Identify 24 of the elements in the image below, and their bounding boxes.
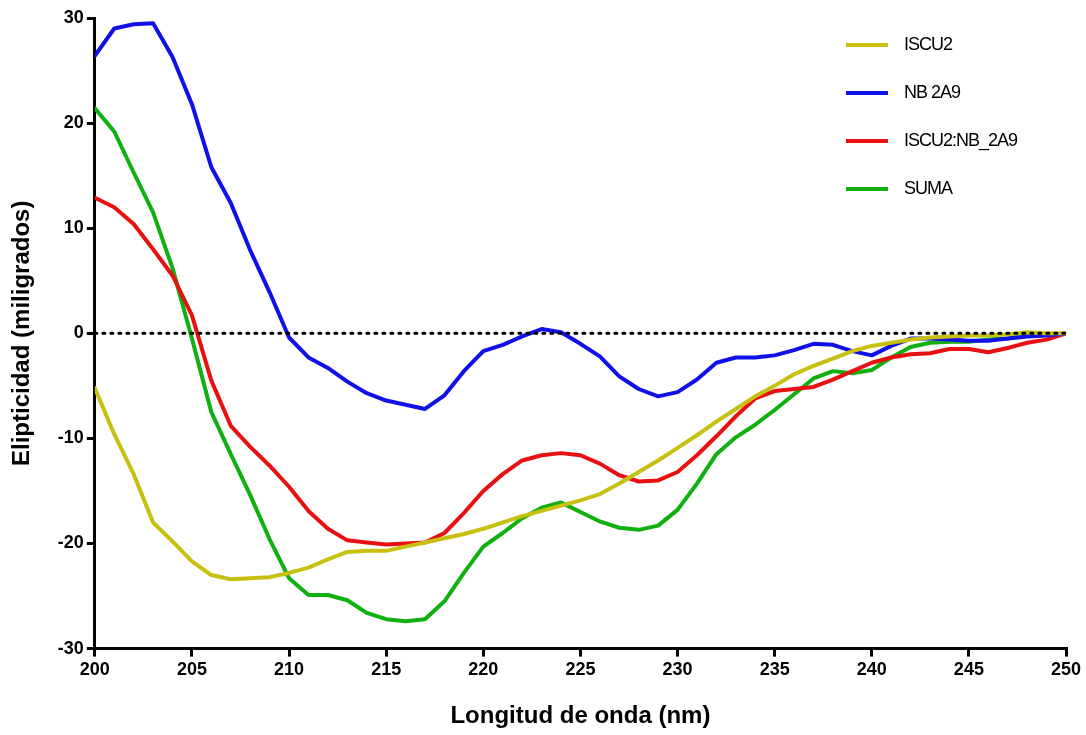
x-axis-title: Longitud de onda (nm) <box>450 701 711 729</box>
y-axis-title: Elipticidad (miligrados) <box>7 200 35 466</box>
y-tick-label: -20 <box>57 532 84 553</box>
x-tick-label: 205 <box>176 659 207 680</box>
y-tick-label: 30 <box>63 6 84 27</box>
x-tick-label: 235 <box>759 659 790 680</box>
y-tick-label: -30 <box>57 637 84 658</box>
x-tick-label: 240 <box>856 659 887 680</box>
legend-label: ISCU2:NB_2A9 <box>904 129 1019 151</box>
y-tick-label: -10 <box>57 427 84 448</box>
legend-label: SUMA <box>904 177 953 198</box>
x-tick-label: 245 <box>953 659 984 680</box>
y-tick-label: 10 <box>63 217 84 238</box>
y-tick-label: 0 <box>73 322 84 343</box>
x-tick-label: 200 <box>79 659 110 680</box>
legend-label: NB 2A9 <box>904 81 962 102</box>
x-tick-label: 225 <box>565 659 596 680</box>
x-tick-label: 210 <box>274 659 305 680</box>
x-tick-label: 250 <box>1050 659 1082 680</box>
x-tick-label: 220 <box>468 659 499 680</box>
y-tick-label: 20 <box>63 112 84 133</box>
legend-label: ISCU2 <box>904 33 953 54</box>
x-tick-label: 230 <box>662 659 693 680</box>
x-tick-label: 215 <box>371 659 402 680</box>
